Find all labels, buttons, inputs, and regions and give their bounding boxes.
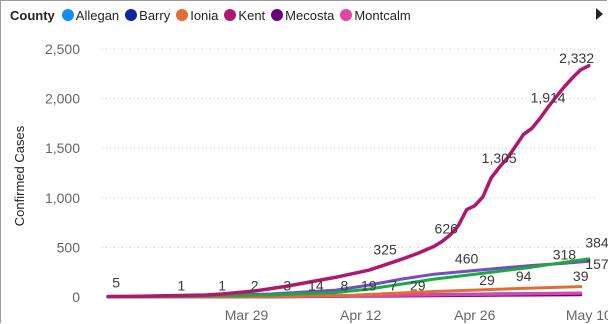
legend-title: County	[10, 7, 55, 23]
legend-item-kent[interactable]: Kent	[224, 8, 265, 23]
legend-dot-mecosta	[271, 9, 284, 21]
data-label: 14	[308, 278, 324, 294]
data-labels: 5 1 1 2 3 14 8 19 7 293254602962694318391,3051,91…	[112, 50, 608, 294]
legend-next-arrow-icon[interactable]	[596, 8, 603, 20]
legend-label-allegan: Allegan	[75, 7, 120, 23]
data-label: 626	[435, 221, 459, 237]
legend-label-montcalm: Montcalm	[354, 7, 411, 23]
data-label: 325	[373, 241, 397, 257]
legend-item-mecosta[interactable]: Mecosta	[271, 8, 334, 23]
legend-label-barry: Barry	[139, 7, 171, 23]
series-line-unnamed-7	[106, 257, 591, 299]
data-label: 19	[361, 278, 377, 294]
y-tick-label: 500	[57, 239, 81, 255]
legend-dot-kent	[224, 9, 237, 21]
data-label: 3	[283, 278, 291, 294]
y-axis-title: Confirmed Cases	[12, 125, 27, 226]
data-label: 1,305	[482, 150, 517, 166]
y-tick-label: 1,500	[45, 140, 80, 156]
data-label: 29	[479, 272, 495, 288]
y-tick-label: 2,500	[45, 41, 80, 57]
legend-item-allegan[interactable]: Allegan	[61, 7, 120, 23]
y-tick-label: 0	[72, 289, 80, 305]
data-label: 1	[218, 278, 226, 294]
data-label: 157	[585, 256, 608, 272]
legend-dot-ionia	[176, 9, 189, 21]
data-label: 94	[516, 268, 532, 284]
legend-label-mecosta: Mecosta	[285, 7, 335, 23]
data-label: 39	[573, 268, 589, 284]
y-tick-label: 2,000	[45, 91, 80, 107]
data-label: 2,332	[559, 50, 594, 66]
data-label: 29	[410, 278, 426, 294]
legend-item-barry[interactable]: Barry	[125, 8, 170, 23]
series-line-kent	[106, 63, 591, 299]
data-label: 318	[553, 246, 577, 262]
data-label: 384	[585, 234, 608, 250]
x-tick-label: May 10	[566, 307, 608, 323]
x-tick-label: Mar 29	[225, 307, 269, 323]
legend-dot-barry	[125, 9, 138, 21]
legend-label-ionia: Ionia	[190, 7, 219, 23]
data-label: 5	[112, 275, 120, 291]
data-label: 2	[251, 278, 259, 294]
data-label: 7	[389, 278, 397, 294]
x-tick-label: Apr 26	[454, 307, 495, 323]
legend-item-montcalm[interactable]: Montcalm	[340, 7, 411, 23]
data-label: 460	[455, 250, 479, 266]
gridlines	[102, 48, 597, 248]
y-tick-label: 1,000	[45, 190, 80, 206]
data-label: 1	[177, 278, 185, 294]
legend: County Allegan Barry Ionia Kent Mecosta …	[10, 5, 417, 25]
legend-item-ionia[interactable]: Ionia	[176, 8, 218, 23]
data-label: 1,914	[531, 90, 566, 106]
data-label: 8	[340, 278, 348, 294]
legend-dot-montcalm	[340, 9, 353, 21]
series-lines	[106, 63, 591, 299]
x-tick-label: Apr 12	[340, 307, 381, 323]
x-axis: Mar 29 Apr 12 Apr 26 May 10	[225, 307, 608, 323]
legend-dot-allegan	[61, 9, 74, 21]
y-axis: 0 500 1,000 1,500 2,000 2,500	[45, 41, 80, 305]
legend-label-kent: Kent	[238, 7, 266, 23]
